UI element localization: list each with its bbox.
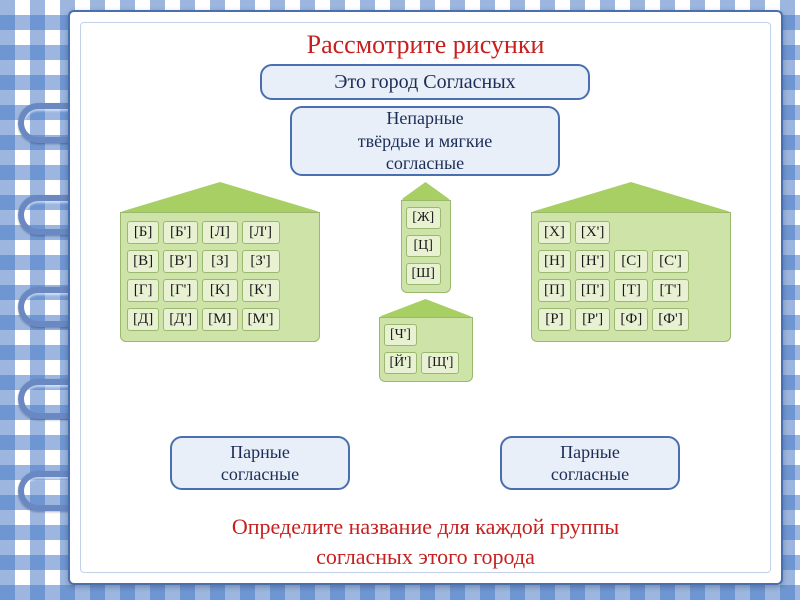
- phoneme-cell: [Р]: [538, 308, 571, 331]
- phoneme-cell: [С]: [614, 250, 648, 273]
- bottom-pill-left: Парные согласные: [170, 436, 350, 490]
- house-body: [Б] [В] [Г] [Д] [Б'] [В'] [Г'] [Д'] [Л] …: [120, 212, 320, 342]
- house-center-bottom: [Ч'] [Й'] . [Щ']: [379, 299, 473, 382]
- phoneme-cell: [Л]: [202, 221, 237, 244]
- phoneme-column: [Х'] [Н'] [П'] [Р']: [575, 221, 611, 331]
- phoneme-cell: [Щ']: [421, 352, 459, 374]
- phoneme-cell: [Ц]: [406, 235, 441, 257]
- page-title: Рассмотрите рисунки: [70, 30, 781, 60]
- phoneme-cell: [В]: [127, 250, 159, 273]
- phoneme-cell: [Г]: [127, 279, 159, 302]
- house-body: [Ж] [Ц] [Ш]: [401, 200, 451, 293]
- phoneme-column: [Л] [З] [К] [М]: [202, 221, 237, 331]
- phoneme-cell: [Ш]: [406, 263, 441, 285]
- phoneme-cell: [Х']: [575, 221, 611, 244]
- phoneme-cell: [Н']: [575, 250, 611, 273]
- houses-row: [Б] [В] [Г] [Д] [Б'] [В'] [Г'] [Д'] [Л] …: [120, 182, 731, 382]
- phoneme-cell: [С']: [652, 250, 689, 273]
- sub-pill-line: согласные: [386, 152, 464, 175]
- house-left: [Б] [В] [Г] [Д] [Б'] [В'] [Г'] [Д'] [Л] …: [120, 182, 320, 342]
- phoneme-column: . [С'] [Т'] [Ф']: [652, 221, 689, 331]
- phoneme-cell: [П']: [575, 279, 611, 302]
- house-center-top: [Ж] [Ц] [Ш]: [401, 182, 451, 293]
- phoneme-column: [Б'] [В'] [Г'] [Д']: [163, 221, 198, 331]
- phoneme-column: . [Щ']: [421, 324, 459, 374]
- phoneme-cell: [З]: [202, 250, 237, 273]
- bottom-pill-right: Парные согласные: [500, 436, 680, 490]
- phoneme-column: [Ж] [Ц] [Ш]: [406, 207, 441, 285]
- roof-icon: [379, 299, 473, 317]
- roof-icon: [120, 182, 320, 212]
- footer-line: согласных этого города: [100, 542, 751, 572]
- phoneme-column: [Б] [В] [Г] [Д]: [127, 221, 159, 331]
- phoneme-cell: [Т]: [614, 279, 648, 302]
- phoneme-cell: [Ф']: [652, 308, 689, 331]
- phoneme-cell: [Б]: [127, 221, 159, 244]
- phoneme-cell: [Л']: [242, 221, 280, 244]
- phoneme-column: . [С] [Т] [Ф]: [614, 221, 648, 331]
- house-right: [Х] [Н] [П] [Р] [Х'] [Н'] [П'] [Р'] . [С…: [531, 182, 731, 342]
- phoneme-cell: [Ж]: [406, 207, 441, 229]
- header-pill-text: Это город Согласных: [334, 70, 515, 95]
- phoneme-cell: [М']: [242, 308, 280, 331]
- pill-line: Парные: [560, 441, 620, 464]
- house-body: [Х] [Н] [П] [Р] [Х'] [Н'] [П'] [Р'] . [С…: [531, 212, 731, 342]
- phoneme-column: [Х] [Н] [П] [Р]: [538, 221, 571, 331]
- roof-icon: [531, 182, 731, 212]
- pill-line: согласные: [221, 463, 299, 486]
- house-center-stack: [Ж] [Ц] [Ш] [Ч'] [Й'] . [Щ']: [371, 182, 481, 382]
- roof-icon: [401, 182, 451, 200]
- header-pill: Это город Согласных: [260, 64, 590, 100]
- phoneme-cell: [Д]: [127, 308, 159, 331]
- phoneme-cell: [Й']: [384, 352, 418, 374]
- phoneme-cell: [Ч']: [384, 324, 418, 346]
- pill-line: согласные: [551, 463, 629, 486]
- sub-pill-line: твёрдые и мягкие: [358, 130, 492, 153]
- pill-line: Парные: [230, 441, 290, 464]
- phoneme-cell: [З']: [242, 250, 280, 273]
- phoneme-cell: [В']: [163, 250, 198, 273]
- house-body: [Ч'] [Й'] . [Щ']: [379, 317, 473, 382]
- phoneme-cell: [К]: [202, 279, 237, 302]
- phoneme-cell: [К']: [242, 279, 280, 302]
- phoneme-cell: [П]: [538, 279, 571, 302]
- page-sheet: Рассмотрите рисунки Это город Согласных …: [68, 10, 783, 585]
- phoneme-cell: [М]: [202, 308, 237, 331]
- phoneme-cell: [Т']: [652, 279, 689, 302]
- phoneme-cell: [Г']: [163, 279, 198, 302]
- phoneme-column: [Л'] [З'] [К'] [М']: [242, 221, 280, 331]
- phoneme-column: [Ч'] [Й']: [384, 324, 418, 374]
- phoneme-cell: [Р']: [575, 308, 611, 331]
- footer-line: Определите название для каждой группы: [100, 512, 751, 542]
- sub-header-pill: Непарные твёрдые и мягкие согласные: [290, 106, 560, 176]
- phoneme-cell: [Н]: [538, 250, 571, 273]
- phoneme-cell: [Х]: [538, 221, 571, 244]
- phoneme-cell: [Б']: [163, 221, 198, 244]
- phoneme-cell: [Д']: [163, 308, 198, 331]
- phoneme-cell: [Ф]: [614, 308, 648, 331]
- sub-pill-line: Непарные: [386, 107, 463, 130]
- footer-text: Определите название для каждой группы со…: [100, 512, 751, 571]
